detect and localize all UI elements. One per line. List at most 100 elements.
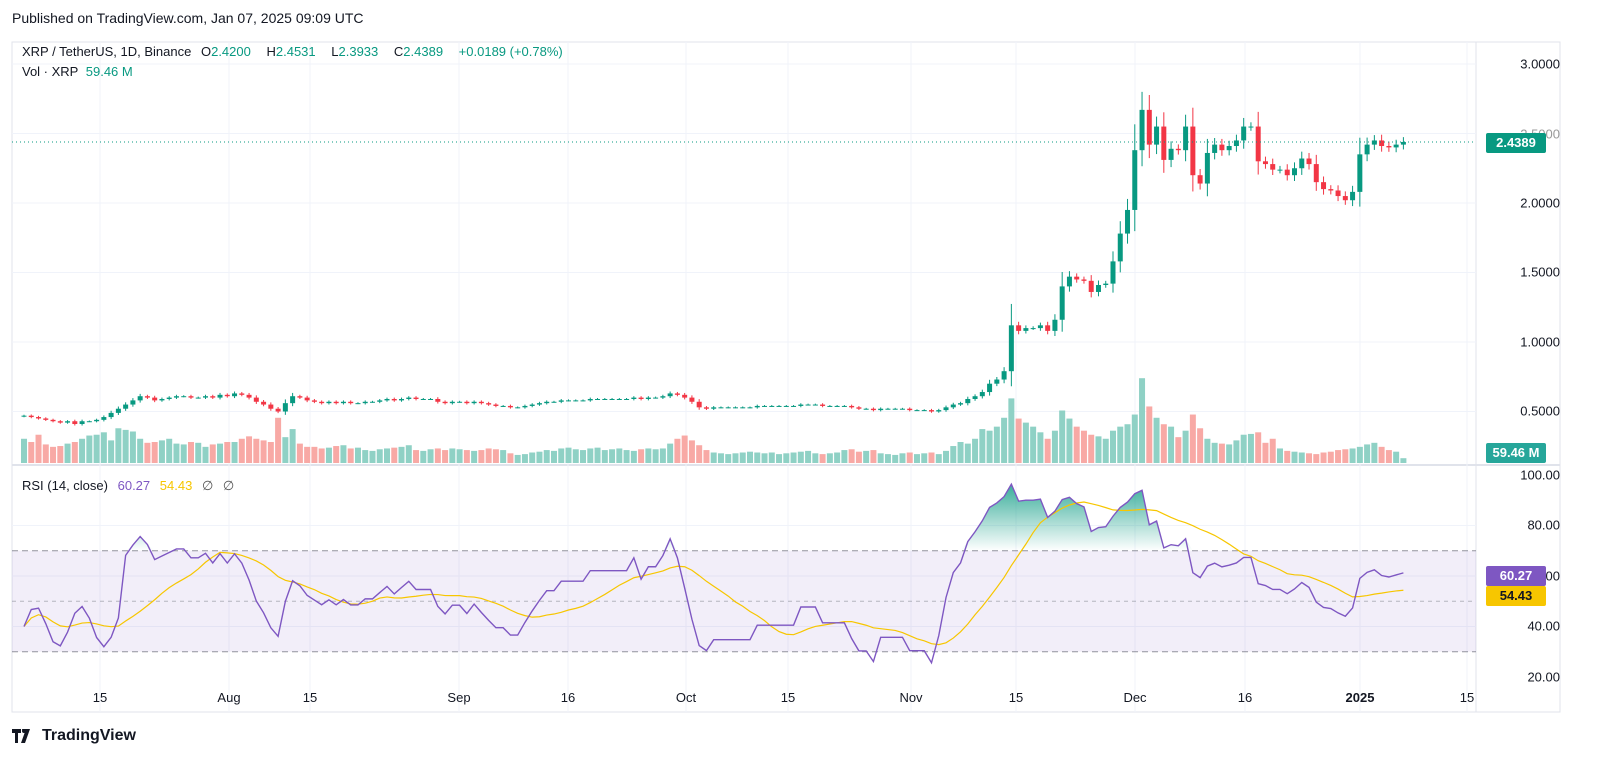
candle-body [384,398,390,401]
candle-body [595,398,601,400]
volume-bar [993,426,1000,463]
candle-body [740,407,746,409]
volume-bar [151,442,158,463]
candle-body [653,397,659,399]
candle-body [268,404,274,409]
open-value: 2.4200 [211,44,251,59]
candle-body [602,398,608,400]
time-tick: 15 [1008,690,1024,705]
volume-bar [1088,434,1095,463]
candle-body [979,392,985,397]
candle-body [224,394,230,397]
candle-body [123,404,129,409]
candle-body [1241,126,1247,141]
volume-bar [471,450,478,463]
candle-body [805,404,811,406]
volume-bar [122,429,129,463]
candle-body [1350,191,1356,201]
volume-bar [485,448,492,463]
candle-body [1066,276,1072,287]
volume-bar [1320,452,1327,463]
volume-bar [972,438,979,463]
volume-bar [928,452,935,463]
volume-bar [340,445,347,463]
volume-bar [710,452,717,463]
candle-body [261,401,267,405]
candle-body [1103,283,1109,286]
volume-bar [195,442,202,463]
candle-body [1226,146,1232,151]
candle-body [1125,209,1131,234]
volume-bar [717,453,724,463]
last-volume-badge: 59.46 M [1486,443,1546,463]
volume-bar [1197,428,1204,463]
volume-bar [1131,414,1138,463]
volume-bar [1240,434,1247,463]
candle-body [1328,189,1334,191]
symbol-label[interactable]: XRP / TetherUS, 1D, Binance [22,44,192,59]
volume-bar [674,438,681,463]
candle-body [1132,150,1138,210]
rsi-ma-badge: 54.43 [1486,586,1546,606]
candle-body [1371,140,1377,145]
volume-bar [369,450,376,463]
candle-body [442,401,448,404]
candle-body [580,400,586,402]
volume-bar [725,454,732,463]
volume-bar [863,450,870,463]
candle-body [682,394,688,398]
volume-bar [434,448,441,463]
candle-body [340,401,346,404]
candle-body [181,396,187,398]
candle-body [1299,158,1305,169]
candle-body [195,397,201,399]
candle-body [1088,280,1094,292]
candle-body [217,394,223,398]
candle-body [406,397,412,399]
candle-body [965,398,971,404]
volume-bar [267,442,274,463]
volume-bar [1051,430,1058,463]
candle-body [28,415,34,418]
volume-bar [1102,438,1109,463]
open-label: O [200,44,212,59]
candle-body [1001,371,1007,380]
rsi-na-1: ∅ [201,478,214,493]
rsi-label[interactable]: RSI (14, close) [22,478,108,493]
price-tick: 1.5000 [1520,264,1560,280]
volume-bar [935,454,942,463]
time-tick: 16 [560,690,576,705]
volume-bar [1146,406,1153,463]
volume-bar [1342,449,1349,463]
time-tick: Nov [899,690,923,705]
candle-body [1045,325,1051,331]
candle-body [1277,169,1283,171]
volume-bar [318,448,325,463]
volume-bar [413,450,420,463]
volume-bar [209,444,216,463]
volume-bar [354,447,361,463]
volume-bar [659,448,666,463]
volume-bar [1059,410,1066,463]
volume-bar [1168,426,1175,463]
candle-body [72,421,78,425]
volume-bar [906,452,913,463]
volume-bar [1015,418,1022,463]
candle-body [1023,328,1029,331]
tradingview-logo[interactable]: TradingView [12,727,136,745]
low-label: L [331,44,339,59]
candle-body [369,401,375,403]
volume-bar [913,454,920,463]
volume-label[interactable]: Vol · XRP [22,64,79,79]
volume-bar [158,440,165,463]
volume-bar [950,446,957,463]
volume-bar [1218,443,1225,463]
volume-bar [456,449,463,463]
candle-body [544,401,550,404]
volume-bar [681,435,688,463]
candle-body [914,410,920,412]
volume-bar [166,438,173,463]
candle-body [166,397,172,399]
candle-body [173,396,179,398]
